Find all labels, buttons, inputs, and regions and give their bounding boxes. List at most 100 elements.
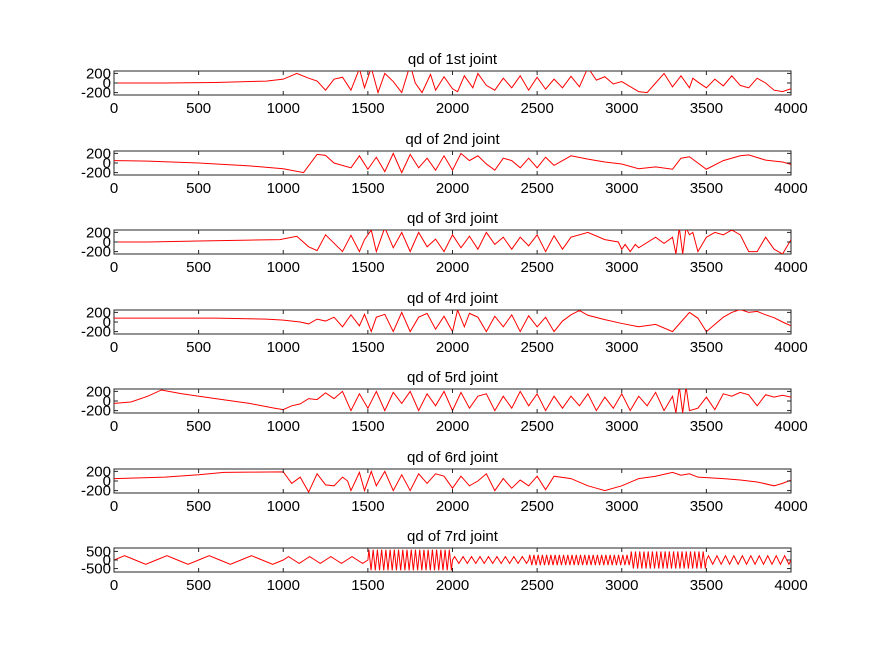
y-tick-label: 0 [103,234,111,251]
x-tick-label: 4000 [774,339,807,356]
x-tick-label: 3500 [690,498,723,515]
x-tick-label: 500 [186,418,211,435]
x-tick-label: 0 [110,180,118,197]
x-tick-label: 3000 [605,100,638,117]
y-tick-label: 0 [103,75,111,92]
x-tick-label: 0 [110,577,118,594]
y-tick-label: 0 [103,314,111,331]
x-tick-label: 1000 [267,180,300,197]
y-tick-label: 200 [86,304,111,321]
x-tick-label: 0 [110,259,118,276]
x-tick-label: 0 [110,339,118,356]
x-tick-label: 2500 [520,498,553,515]
subplot-title: qd of 3rd joint [407,210,499,227]
y-tick-label: -200 [81,165,111,182]
x-tick-label: 2000 [436,259,469,276]
x-tick-label: 2500 [520,100,553,117]
x-tick-label: 1000 [267,259,300,276]
x-tick-label: 0 [110,498,118,515]
x-tick-label: 1000 [267,100,300,117]
x-tick-label: 1000 [267,339,300,356]
x-tick-label: 500 [186,498,211,515]
subplot-4: 0 500 1000 1500 2000 2500 3000 3500 40002000-200… [81,290,808,356]
subplot-1: 0 500 1000 1500 2000 2500 3000 3500 40002000-200… [81,51,808,117]
subplot-5: 0 500 1000 1500 2000 2500 3000 3500 40002000-200… [81,369,808,435]
y-tick-label: 200 [86,463,111,480]
subplot-title: qd of 1st joint [408,51,498,68]
x-tick-label: 2000 [436,339,469,356]
y-tick-label: 500 [86,543,111,560]
subplot-title: qd of 7rd joint [407,528,499,545]
x-tick-label: 2500 [520,180,553,197]
x-tick-label: 2500 [520,339,553,356]
x-tick-label: 1000 [267,577,300,594]
x-tick-label: 2500 [520,577,553,594]
x-tick-label: 2000 [436,418,469,435]
y-tick-label: -200 [81,244,111,261]
x-tick-label: 4000 [774,498,807,515]
x-tick-label: 4000 [774,577,807,594]
x-tick-label: 4000 [774,259,807,276]
y-tick-label: 0 [103,155,111,172]
x-tick-label: 500 [186,259,211,276]
y-tick-label: -500 [81,561,111,578]
subplot-title: qd of 6rd joint [407,449,499,466]
y-tick-label: -200 [81,85,111,102]
x-tick-label: 3000 [605,259,638,276]
x-tick-label: 0 [110,418,118,435]
y-tick-label: 200 [86,145,111,162]
x-tick-label: 3000 [605,339,638,356]
x-tick-label: 0 [110,100,118,117]
y-tick-label: -200 [81,324,111,341]
y-tick-label: 0 [103,393,111,410]
x-tick-label: 1500 [351,577,384,594]
x-tick-label: 1000 [267,418,300,435]
x-tick-label: 2000 [436,100,469,117]
x-tick-label: 2500 [520,418,553,435]
x-tick-label: 1500 [351,339,384,356]
x-tick-label: 1500 [351,259,384,276]
x-tick-label: 4000 [774,100,807,117]
x-tick-label: 2000 [436,180,469,197]
x-tick-label: 500 [186,577,211,594]
x-tick-label: 1500 [351,180,384,197]
y-tick-label: -200 [81,483,111,500]
x-tick-label: 3000 [605,180,638,197]
x-tick-label: 500 [186,180,211,197]
x-tick-label: 500 [186,100,211,117]
x-tick-label: 2500 [520,259,553,276]
x-tick-label: 3500 [690,100,723,117]
subplot-3: 0 500 1000 1500 2000 2500 3000 3500 40002000-200… [81,210,808,276]
y-tick-label: 200 [86,65,111,82]
x-tick-label: 2000 [436,498,469,515]
x-tick-label: 500 [186,339,211,356]
y-tick-label: 0 [103,552,111,569]
series-line [114,152,791,174]
series-line [114,230,791,254]
x-tick-label: 1500 [351,100,384,117]
x-tick-label: 2000 [436,577,469,594]
series-line [114,71,791,95]
x-tick-label: 1000 [267,498,300,515]
x-tick-label: 3000 [605,498,638,515]
y-tick-label: -200 [81,403,111,420]
subplot-6: 0 500 1000 1500 2000 2500 3000 3500 40002000-200… [81,449,808,515]
x-tick-label: 1500 [351,498,384,515]
x-tick-label: 3500 [690,418,723,435]
subplot-7: 0 500 1000 1500 2000 2500 3000 3500 40005000-500… [81,528,808,594]
subplot-title: qd of 4rd joint [407,290,499,307]
subplot-title: qd of 5rd joint [407,369,499,386]
x-tick-label: 4000 [774,418,807,435]
y-tick-label: 200 [86,224,111,241]
x-tick-label: 3000 [605,577,638,594]
series-line [114,549,791,571]
x-tick-label: 4000 [774,180,807,197]
x-tick-label: 3500 [690,339,723,356]
series-line [114,389,791,413]
series-line [114,469,791,493]
x-tick-label: 1500 [351,418,384,435]
x-tick-label: 3000 [605,418,638,435]
x-tick-label: 3500 [690,259,723,276]
y-tick-label: 0 [103,473,111,490]
